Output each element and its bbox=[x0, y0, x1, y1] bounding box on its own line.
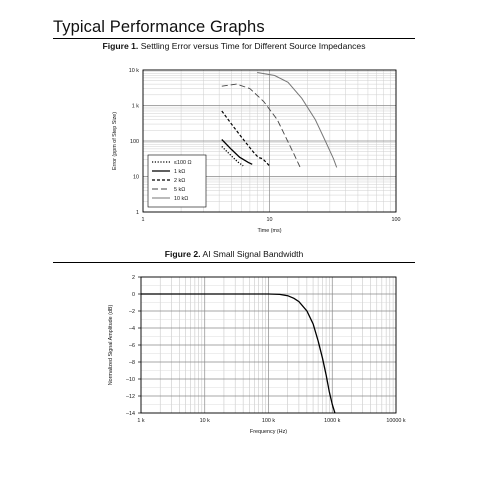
figure-2-number: Figure 2. bbox=[164, 249, 201, 259]
fig2-y-tick-label: –8 bbox=[129, 360, 135, 366]
figure-1-caption: Figure 1. Settling Error versus Time for… bbox=[53, 41, 415, 51]
fig2-x-tick-label: 10000 k bbox=[386, 418, 405, 424]
fig1-x-tick-label: 1 bbox=[142, 217, 145, 223]
fig1-y-axis-label: Error (ppm of Step Size) bbox=[112, 112, 118, 170]
fig2-y-tick-label: –6 bbox=[129, 343, 135, 349]
title-rule bbox=[53, 38, 415, 39]
fig1-series-line-0 bbox=[221, 146, 244, 167]
fig2-y-tick-label: 2 bbox=[132, 275, 135, 281]
fig2-x-tick-label: 1 k bbox=[137, 418, 144, 424]
fig2-y-tick-label: –10 bbox=[126, 377, 135, 383]
fig1-x-axis-label: Time (ms) bbox=[257, 228, 281, 234]
figure-1-title: Settling Error versus Time for Different… bbox=[140, 41, 366, 51]
fig1-y-tick-label: 10 bbox=[133, 175, 139, 181]
fig1-y-tick-label: 1 k bbox=[132, 104, 139, 110]
fig2-y-tick-label: –2 bbox=[129, 309, 135, 315]
figure-2-title: AI Small Signal Bandwidth bbox=[202, 249, 304, 259]
fig1-x-tick-label: 10 bbox=[267, 217, 273, 223]
fig1-legend-label-1: 1 kΩ bbox=[174, 169, 185, 175]
fig2-y-tick-label: –12 bbox=[126, 394, 135, 400]
fig1-legend-label-0: ≤100 Ω bbox=[174, 160, 191, 166]
fig2-y-tick-label: –4 bbox=[129, 326, 135, 332]
fig1-plot-frame bbox=[142, 69, 397, 213]
section-rule bbox=[53, 262, 415, 263]
fig2-series-line-0 bbox=[141, 293, 336, 414]
fig1-legend-label-4: 10 kΩ bbox=[174, 196, 188, 202]
fig2-y-axis-label: Normalized Signal Amplitude (dB) bbox=[108, 305, 114, 386]
fig2-x-tick-label: 100 k bbox=[262, 418, 275, 424]
fig2-y-tick-label: 0 bbox=[132, 292, 135, 298]
fig1-y-tick-label: 1 bbox=[136, 210, 139, 216]
fig1-legend-label-3: 5 kΩ bbox=[174, 187, 185, 193]
fig2-plot-frame bbox=[140, 276, 397, 414]
fig1-series-line-2 bbox=[221, 110, 270, 167]
fig1-legend-label-2: 2 kΩ bbox=[174, 178, 185, 184]
fig1-y-tick-label: 10 k bbox=[129, 68, 139, 74]
fig1-series-line-4 bbox=[257, 72, 338, 168]
fig2-x-tick-label: 1000 k bbox=[324, 418, 340, 424]
fig2-x-tick-label: 10 k bbox=[200, 418, 210, 424]
fig1-y-tick-label: 100 bbox=[130, 139, 139, 145]
fig1-series-line-1 bbox=[221, 139, 253, 165]
fig1-series-line-3 bbox=[221, 83, 301, 168]
fig2-x-axis-label: Frequency (Hz) bbox=[250, 429, 287, 435]
fig2-y-tick-label: –14 bbox=[126, 411, 135, 417]
page-title: Typical Performance Graphs bbox=[53, 18, 265, 36]
fig1-x-tick-label: 100 bbox=[392, 217, 401, 223]
figure-1-number: Figure 1. bbox=[102, 41, 139, 51]
figure-2-caption: Figure 2. AI Small Signal Bandwidth bbox=[53, 249, 415, 259]
